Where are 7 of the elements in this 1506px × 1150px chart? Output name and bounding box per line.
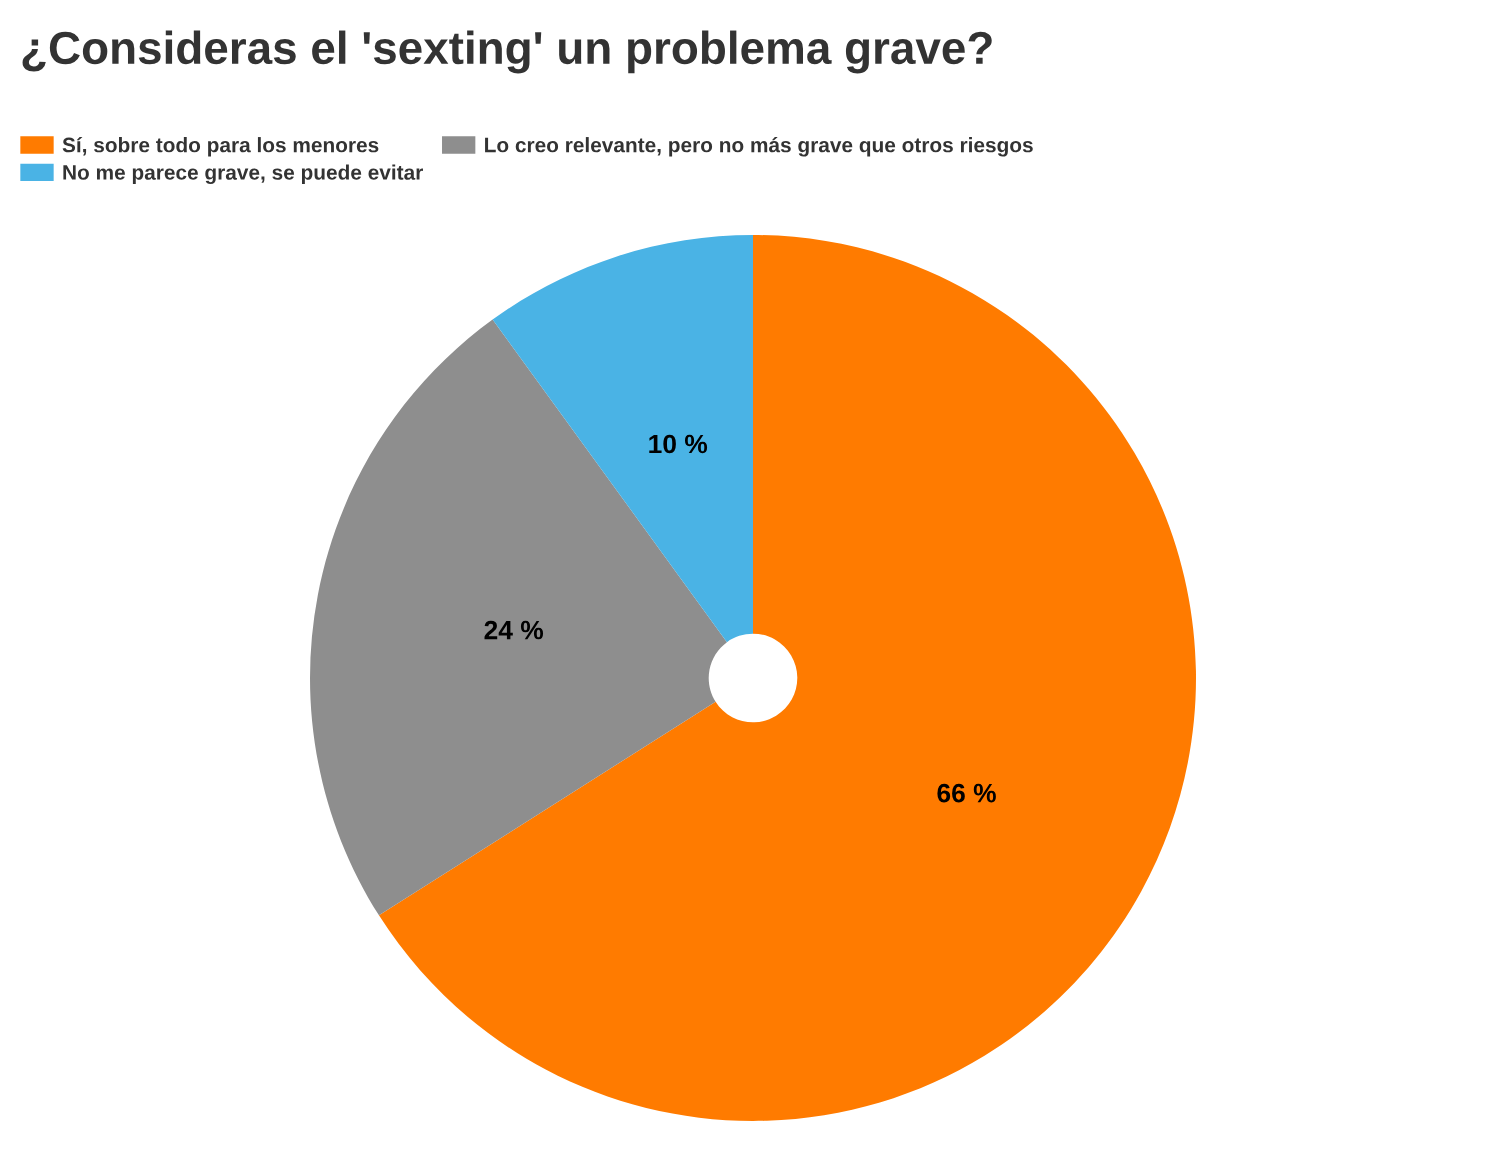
legend-label: Sí, sobre todo para los menores [62,136,379,157]
chart-title: ¿Consideras el 'sexting' un problema grave? [22,30,992,74]
data-label: 24 % [484,620,544,640]
legend-label: No me parece grave, se puede evitar [63,164,423,185]
data-label: 10 % [649,434,708,454]
legend-label: Lo creo relevante, pero no más grave que otros riesgos [485,136,1033,157]
data-label: 66 % [937,783,996,803]
